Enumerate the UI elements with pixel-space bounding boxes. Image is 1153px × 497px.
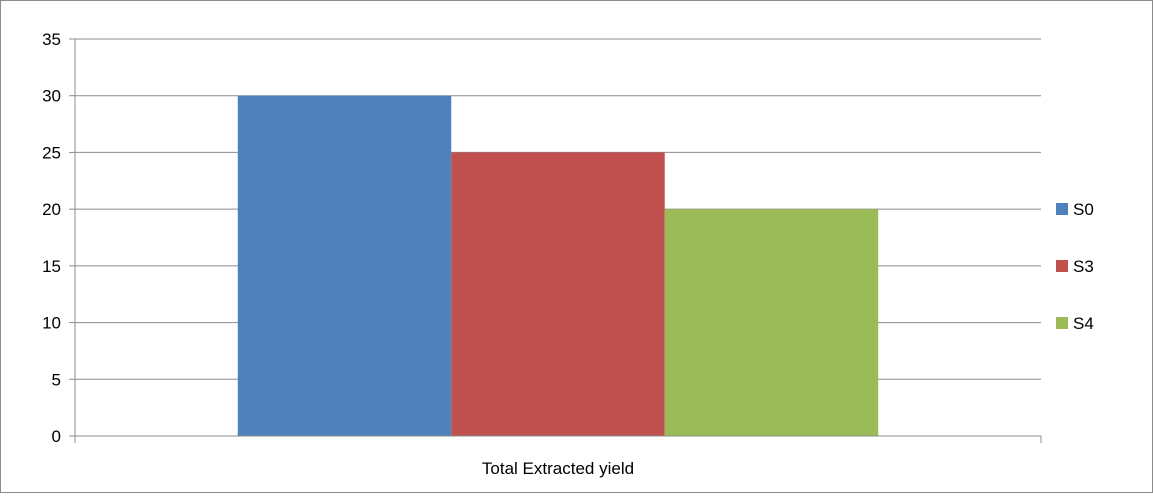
y-tick-label-5: 5	[52, 370, 61, 389]
y-tick-label-25: 25	[42, 143, 61, 162]
y-tick-label-15: 15	[42, 257, 61, 276]
y-tick-label-10: 10	[42, 314, 61, 333]
x-tick-label: Total Extracted yield	[482, 459, 634, 478]
legend-swatch-s3	[1056, 260, 1068, 272]
y-tick-label-20: 20	[42, 200, 61, 219]
bar-s0	[237, 95, 452, 436]
legend-swatch-s0	[1056, 203, 1068, 215]
y-tick-label-0: 0	[52, 427, 61, 446]
legend-swatch-s4	[1056, 317, 1068, 329]
bars	[237, 95, 879, 436]
axes	[69, 38, 1042, 443]
legend-label-s3: S3	[1073, 257, 1094, 276]
bar-s4	[664, 209, 879, 436]
bar-s3	[451, 152, 665, 436]
legend-label-s4: S4	[1073, 314, 1094, 333]
legend-label-s0: S0	[1073, 200, 1094, 219]
y-tick-labels: 0 5 10 15 20 25 30 35	[42, 30, 61, 446]
y-tick-label-30: 30	[42, 87, 61, 106]
y-tick-label-35: 35	[42, 30, 61, 49]
x-tick-labels: Total Extracted yield	[482, 459, 634, 478]
legend: S0 S3 S4	[1056, 200, 1094, 333]
